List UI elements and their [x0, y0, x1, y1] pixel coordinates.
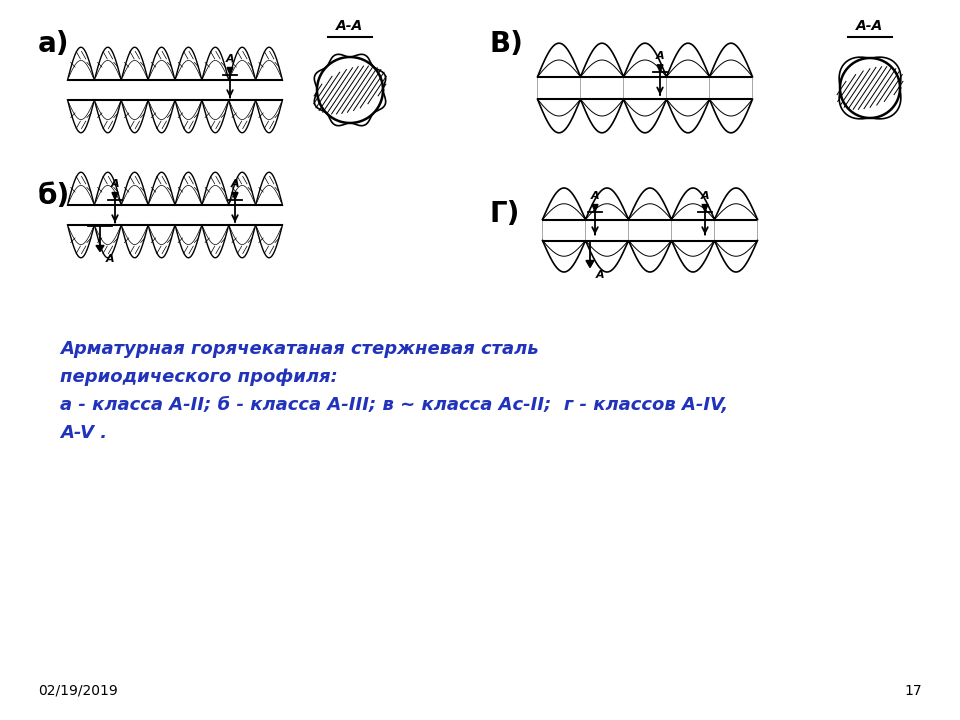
- Text: А: А: [590, 191, 599, 200]
- Text: Г): Г): [490, 200, 520, 228]
- Polygon shape: [657, 65, 663, 72]
- Text: 17: 17: [904, 684, 922, 698]
- Text: А: А: [110, 179, 119, 189]
- Polygon shape: [592, 204, 598, 212]
- Text: а - класса А-II; б - класса А-III; в ~ класса Ас-II;  г - классов А-IV,: а - класса А-II; б - класса А-III; в ~ к…: [60, 396, 728, 414]
- Text: А-А: А-А: [856, 19, 883, 33]
- Text: А: А: [701, 191, 709, 200]
- Text: А: А: [106, 253, 114, 264]
- Text: 02/19/2019: 02/19/2019: [38, 684, 118, 698]
- Text: А: А: [596, 269, 605, 279]
- Polygon shape: [227, 68, 233, 74]
- Text: А-А: А-А: [336, 19, 364, 33]
- Text: А: А: [230, 179, 239, 189]
- Text: А: А: [656, 51, 664, 60]
- Polygon shape: [232, 192, 238, 199]
- Polygon shape: [96, 246, 104, 251]
- Polygon shape: [586, 261, 594, 268]
- Text: а): а): [38, 30, 69, 58]
- Text: А: А: [226, 53, 234, 63]
- Text: периодического профиля:: периодического профиля:: [60, 368, 338, 386]
- Text: А-V .: А-V .: [60, 424, 108, 442]
- Polygon shape: [702, 204, 708, 212]
- Text: В): В): [490, 30, 524, 58]
- Text: Арматурная горячекатаная стержневая сталь: Арматурная горячекатаная стержневая стал…: [60, 340, 539, 358]
- Text: б): б): [38, 182, 70, 210]
- Polygon shape: [112, 192, 118, 199]
